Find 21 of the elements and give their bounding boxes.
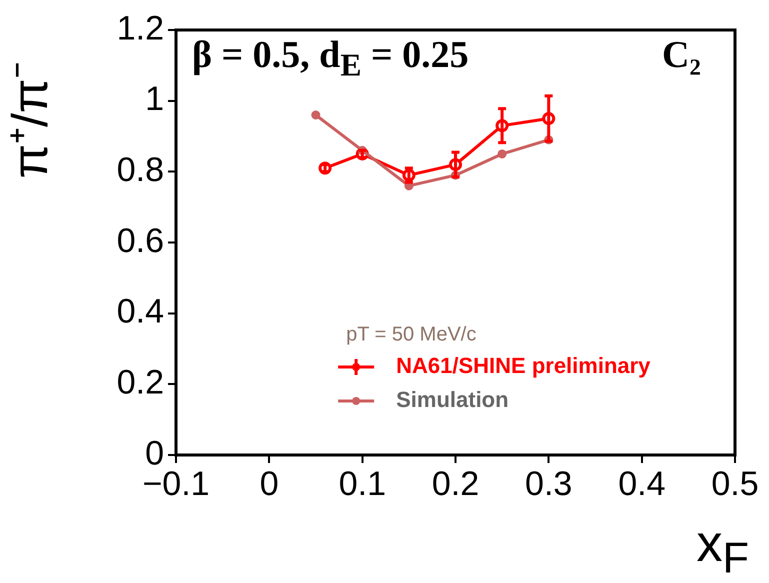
y-tick-label: 1 bbox=[145, 80, 164, 118]
legend-title: pT = 50 MeV/c bbox=[346, 324, 476, 346]
x-axis-title: x$_{F}$ bbox=[696, 515, 749, 583]
x-tick-label: 0.2 bbox=[432, 464, 480, 503]
legend-label: NA61/SHINE preliminary bbox=[396, 353, 652, 378]
point bbox=[311, 110, 320, 120]
y-axis-title: π⁺/π⁻ bbox=[2, 60, 59, 180]
legend-label: Simulation bbox=[396, 387, 509, 412]
y-tick-label: 0.8 bbox=[116, 151, 164, 190]
x-tick-label: 0.4 bbox=[618, 464, 666, 503]
y-tick-label: 0.6 bbox=[116, 222, 164, 260]
annotation: β = 0.5, d$_{E}$ = 0.25 bbox=[192, 34, 469, 83]
x-tick-label: 0 bbox=[260, 464, 279, 503]
y-tick-label: 0.2 bbox=[116, 364, 164, 402]
annotation: C₂ bbox=[662, 34, 701, 76]
x-tick-label: 0.1 bbox=[338, 464, 386, 503]
x-tick-label: 0.3 bbox=[525, 464, 572, 503]
y-tick-label: 1.2 bbox=[116, 9, 164, 48]
y-tick-label: 0.4 bbox=[116, 292, 164, 331]
point bbox=[498, 149, 507, 158]
x-tick-label: 0.5 bbox=[711, 464, 759, 503]
